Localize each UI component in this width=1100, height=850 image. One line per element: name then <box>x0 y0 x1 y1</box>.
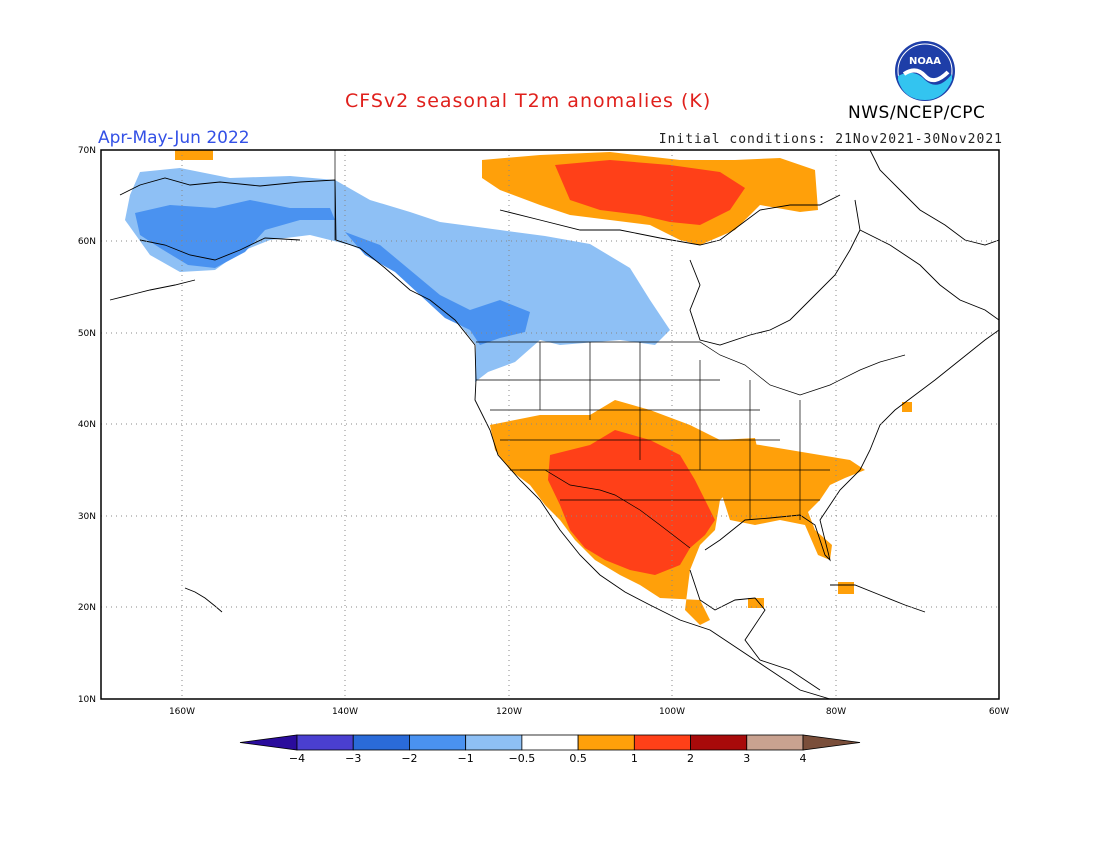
colorbar-label: −3 <box>345 752 361 765</box>
organization-label: NWS/NCEP/CPC <box>848 103 986 123</box>
colorbar-label: 2 <box>687 752 694 765</box>
lat-label: 70N <box>78 146 96 156</box>
lat-label: 10N <box>78 695 96 705</box>
lat-label: 60N <box>78 237 96 247</box>
coast-yucatan <box>689 569 821 691</box>
colorbar-box <box>577 734 635 751</box>
region-maine-warm <box>902 402 912 412</box>
coast-alaska-south <box>139 237 301 261</box>
coast-labrador <box>859 229 999 321</box>
coast-alaska <box>119 177 831 699</box>
lon-label: 160W <box>169 707 195 717</box>
colorbar-box <box>690 734 748 751</box>
region-nunavut-warmer <box>555 160 745 225</box>
region-cuba-warm <box>838 582 854 594</box>
lon-label: 140W <box>332 707 358 717</box>
colorbar-box <box>465 734 523 751</box>
colorbar: −4 −3 −2 −1 −0.5 0.5 1 2 3 4 <box>239 734 861 765</box>
colorbar-box <box>296 734 354 751</box>
region-southwest-us-warmer <box>548 430 715 575</box>
map-title: CFSv2 seasonal T2m anomalies (K) <box>345 90 712 112</box>
colorbar-label: −1 <box>458 752 474 765</box>
colorbar-box <box>352 734 410 751</box>
lon-axis: 160W 140W 120W 100W 80W 60W <box>169 707 1009 717</box>
colorbar-label: 3 <box>743 752 750 765</box>
lon-label: 120W <box>496 707 522 717</box>
border-us-mexico <box>510 469 691 549</box>
colorbar-label: 4 <box>800 752 807 765</box>
coast-aleutians <box>109 279 196 301</box>
region-bc-coast-colder <box>345 232 530 345</box>
lat-label: 50N <box>78 329 96 339</box>
svg-text:NOAA: NOAA <box>909 56 941 67</box>
lat-axis: 70N 60N 50N 40N 30N 20N 10N <box>78 146 96 705</box>
colorbar-label: −2 <box>401 752 417 765</box>
colorbar-box <box>409 734 467 751</box>
colorbar-arrow-low <box>239 734 298 751</box>
colorbar-arrow-high <box>802 734 861 751</box>
lat-label: 30N <box>78 512 96 522</box>
anomaly-shading <box>125 150 912 625</box>
lon-label: 100W <box>659 707 685 717</box>
season-label: Apr-May-Jun 2022 <box>98 128 250 148</box>
colorbar-label: −4 <box>289 752 305 765</box>
coast-hudson-bay <box>689 199 861 346</box>
colorbar-label: 0.5 <box>569 752 587 765</box>
lat-label: 40N <box>78 420 96 430</box>
lon-label: 80W <box>826 707 846 717</box>
colorbar-box <box>746 734 804 751</box>
colorbar-box <box>521 734 579 751</box>
region-alaska-colder <box>135 200 335 268</box>
coast-arctic <box>499 194 841 246</box>
region-yucatan-warm <box>748 598 764 608</box>
initial-conditions: Initial conditions: 21Nov2021-30Nov2021 <box>658 132 1003 147</box>
colorbar-label: 1 <box>631 752 638 765</box>
lat-label: 20N <box>78 603 96 613</box>
map-frame <box>100 149 1000 700</box>
border-us-canada <box>476 341 906 396</box>
noaa-logo-icon: NOAA <box>895 41 955 101</box>
political-borders <box>334 150 906 549</box>
colorbar-box <box>633 734 691 751</box>
lon-label: 60W <box>989 707 1009 717</box>
border-states-1 <box>539 342 801 520</box>
border-states-2 <box>476 379 830 501</box>
colorbar-label: −0.5 <box>509 752 536 765</box>
coast-hawaii <box>184 587 223 613</box>
region-arctic-warm <box>175 150 213 160</box>
coast-gulf-mexico <box>704 329 999 562</box>
coast-greenland <box>869 150 999 246</box>
